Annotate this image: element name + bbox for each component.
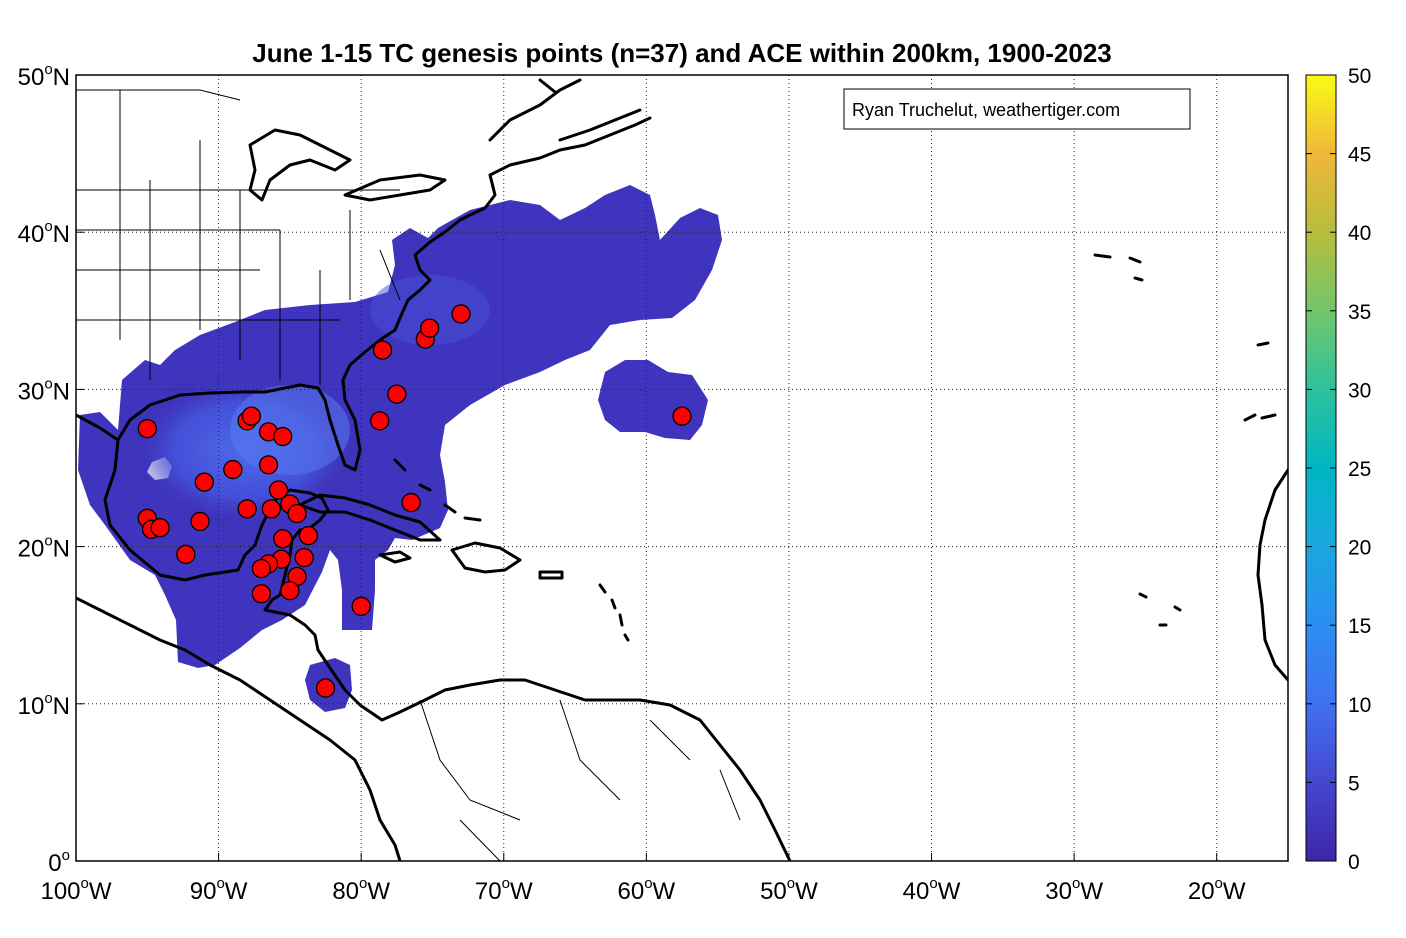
x-tick-label: 70oW	[475, 875, 533, 905]
genesis-point	[268, 480, 289, 500]
y-tick-label: 50oN	[18, 61, 70, 91]
y-tick-label: 30oN	[18, 375, 70, 405]
chart-title: June 1-15 TC genesis points (n=37) and A…	[252, 38, 1112, 68]
genesis-point	[273, 426, 293, 447]
genesis-point	[194, 472, 214, 492]
x-tick-label: 30oW	[1045, 875, 1103, 905]
genesis-point	[241, 406, 262, 426]
colorbar-ticks: 0 5 10 15 20 25 30 35 40 45 50	[1306, 65, 1371, 874]
genesis-point	[176, 544, 196, 565]
genesis-point	[294, 547, 314, 568]
y-tick-label: 0o	[48, 847, 70, 877]
colorbar-tick-label: 45	[1348, 144, 1371, 167]
genesis-point	[251, 558, 272, 579]
genesis-point	[451, 304, 471, 324]
genesis-points	[137, 304, 692, 698]
genesis-point	[150, 518, 170, 538]
colorbar-tick-label: 50	[1348, 65, 1371, 88]
genesis-point	[273, 529, 293, 549]
y-tick-label: 40oN	[18, 218, 70, 248]
x-tick-label: 20oW	[1188, 875, 1246, 905]
genesis-point	[137, 419, 157, 439]
map-frame	[75, 74, 1289, 862]
colorbar-tick-label: 25	[1348, 458, 1371, 481]
x-tick-label: 50oW	[760, 875, 818, 905]
y-tick-label: 20oN	[18, 533, 70, 563]
colorbar-tick-label: 20	[1348, 537, 1371, 560]
genesis-point	[190, 511, 210, 532]
genesis-point	[280, 580, 300, 601]
credit-box	[843, 88, 1191, 130]
x-tick-label: 60oW	[618, 875, 676, 905]
genesis-point	[372, 340, 393, 360]
x-axis-ticks: 100oW 90oW 80oW 70oW 60oW 50oW 40oW 30oW 20oW	[40, 853, 1246, 905]
credit-text: Ryan Truchelut, weathertiger.com	[852, 100, 1120, 120]
genesis-point	[672, 406, 692, 426]
genesis-point	[298, 525, 319, 546]
colorbar-tick-label: 35	[1348, 301, 1371, 324]
genesis-point	[315, 678, 336, 698]
colorbar-tick-label: 10	[1348, 694, 1371, 717]
genesis-point	[387, 384, 407, 404]
genesis-point	[258, 455, 279, 475]
genesis-point	[401, 492, 421, 513]
colorbar-tick-label: 0	[1348, 851, 1360, 874]
x-tick-label: 40oW	[903, 875, 961, 905]
colorbar-tick-label: 30	[1348, 379, 1371, 402]
genesis-point	[237, 499, 257, 519]
colorbar-tick-label: 15	[1348, 615, 1371, 638]
y-axis-ticks: 0o 10oN 20oN 30oN 40oN 50oN	[18, 61, 84, 877]
political-borders	[76, 89, 741, 861]
genesis-point	[223, 459, 243, 480]
colorbar-tick-label: 40	[1348, 222, 1371, 245]
coastlines	[76, 78, 1288, 861]
genesis-point	[419, 318, 440, 338]
genesis-point	[261, 499, 281, 519]
x-tick-label: 90oW	[190, 875, 248, 905]
genesis-point	[251, 584, 272, 604]
x-tick-label: 80oW	[332, 875, 390, 905]
genesis-point	[370, 411, 390, 431]
y-tick-label: 10oN	[18, 690, 70, 720]
genesis-point	[351, 596, 371, 616]
colorbar-tick-label: 5	[1348, 772, 1360, 795]
graticule	[76, 75, 1288, 861]
map-layers	[76, 75, 1288, 861]
x-tick-label: 100oW	[40, 875, 111, 905]
ace-shading	[78, 185, 722, 712]
genesis-point	[287, 503, 307, 524]
